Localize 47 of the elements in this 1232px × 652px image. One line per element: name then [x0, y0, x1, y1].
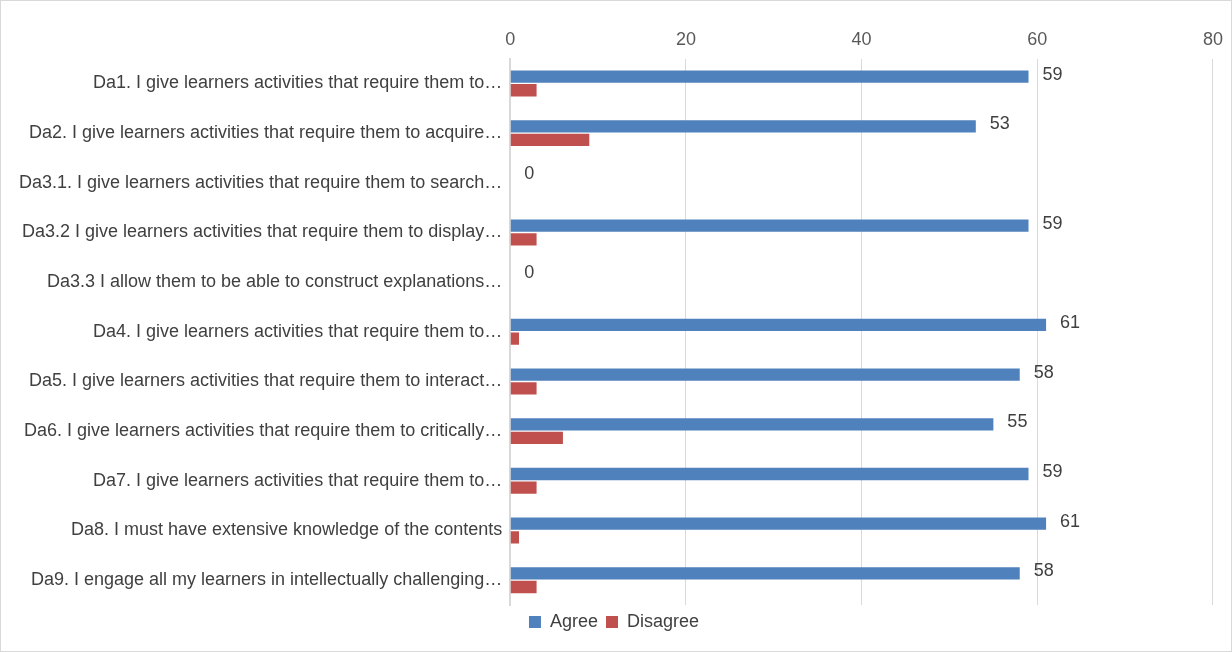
x-tick-label: 80 [1202, 28, 1223, 49]
bar [510, 84, 537, 97]
y-tick-label: Da4. I give learners activities that require them to… [93, 320, 503, 341]
x-tick-label: 60 [1027, 28, 1048, 49]
bar [510, 133, 590, 147]
y-tick-label: Da3.2 I give learners activities that require them to display… [21, 221, 503, 242]
legend-label: Agree [549, 610, 599, 631]
y-tick-label: Da3.1. I give learners activities that require them to search… [18, 171, 503, 192]
data-label: 58 [1033, 361, 1054, 382]
data-label: 61 [1060, 510, 1081, 531]
bar [510, 382, 537, 395]
data-label: 55 [1007, 411, 1028, 432]
bar [510, 531, 520, 544]
bar [510, 418, 994, 431]
y-tick-label: Da2. I give learners activities that require them to acquire… [28, 122, 503, 143]
bar [510, 481, 537, 494]
x-tick-label: 0 [505, 28, 516, 49]
data-label: 59 [1042, 212, 1063, 233]
bar [510, 368, 1020, 381]
y-tick-label: Da9. I engage all my learners in intellectually challenging… [30, 569, 503, 590]
x-tick-label: 20 [675, 28, 696, 49]
bar [510, 332, 520, 345]
bar [510, 580, 537, 594]
data-label: 59 [1042, 63, 1063, 84]
y-tick-label: Da6. I give learners activities that require them to critically… [24, 420, 503, 441]
legend-label: Disagree [627, 610, 700, 631]
bar [510, 467, 1029, 481]
data-label: 0 [524, 162, 535, 183]
y-tick-label: Da8. I must have extensive knowledge of the contents [70, 519, 503, 540]
y-tick-label: Da1. I give learners activities that require them to… [93, 72, 503, 93]
bar [510, 431, 563, 445]
data-label: 58 [1033, 560, 1054, 581]
data-label: 53 [989, 113, 1010, 134]
bar [510, 233, 537, 246]
bar [510, 318, 1047, 332]
data-label: 0 [524, 262, 535, 283]
y-tick-label: Da5. I give learners activities that require them to interact… [29, 370, 503, 391]
bar [510, 567, 1020, 580]
bar [510, 517, 1047, 530]
data-label: 59 [1042, 460, 1063, 481]
bar [510, 70, 1029, 83]
y-tick-label: Da3.3 I allow them to be able to construct explanations… [46, 271, 503, 292]
x-tick-label: 40 [851, 28, 872, 49]
data-label: 61 [1060, 311, 1081, 332]
bar [510, 120, 976, 133]
y-tick-label: Da7. I give learners activities that require them to… [93, 469, 503, 490]
bar [510, 219, 1029, 232]
